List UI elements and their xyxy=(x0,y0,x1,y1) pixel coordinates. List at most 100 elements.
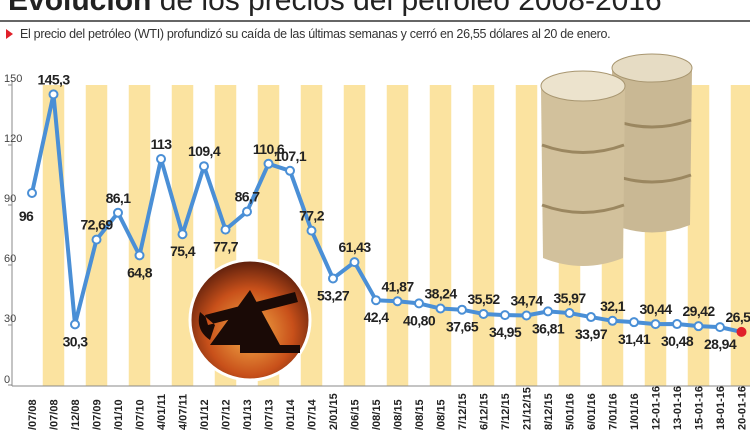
data-point xyxy=(715,322,725,333)
data-point xyxy=(736,326,747,337)
data-point xyxy=(134,250,145,261)
data-point xyxy=(500,310,510,321)
data-label: 35,97 xyxy=(553,290,586,306)
title-bold: Evolución xyxy=(8,0,152,17)
x-tick-label: /07/10 xyxy=(135,399,147,430)
x-tick-label: /12/08 xyxy=(70,399,82,430)
data-label: 40,80 xyxy=(403,312,436,328)
data-point xyxy=(113,207,123,218)
title-rest: de los precios del petróleo 2008-2016 xyxy=(151,0,662,17)
series-line xyxy=(30,92,742,334)
x-tick-label: /01/10 xyxy=(113,399,125,430)
data-label: 64,8 xyxy=(127,264,153,280)
pump-jack-illustration xyxy=(188,258,312,382)
data-points xyxy=(27,89,747,337)
column-stripe xyxy=(472,85,495,386)
y-tick-label: 90 xyxy=(4,193,16,205)
data-point xyxy=(693,321,704,332)
x-tick-label: /07/12 xyxy=(221,399,233,430)
y-tick-label: 0 xyxy=(4,374,10,386)
chart-subtitle: El precio del petróleo (WTI) profundizó … xyxy=(20,27,611,41)
column-stripe xyxy=(343,85,366,386)
data-label: 30,48 xyxy=(661,333,694,349)
x-tick-label: /08/15 xyxy=(436,399,448,430)
data-label: 110,6 xyxy=(253,141,285,157)
data-label: 30,44 xyxy=(639,301,672,317)
data-label: 26,55 xyxy=(725,309,750,325)
x-tick-label: /07/13 xyxy=(264,399,276,430)
x-tick-label: 13-01-16 xyxy=(672,386,684,430)
data-point xyxy=(586,312,596,323)
x-tick-label: 15-01-16 xyxy=(694,386,706,430)
y-ticks: 0 30 60 90 120 150 xyxy=(4,73,22,386)
data-label: 86,7 xyxy=(235,189,261,205)
x-tick-label: /01/14 xyxy=(285,399,297,430)
data-label: 35,52 xyxy=(467,291,500,307)
data-label: 29,42 xyxy=(682,303,715,319)
data-label: 77,7 xyxy=(213,239,239,255)
data-point xyxy=(672,319,682,330)
x-tick-label: 7/12/15 xyxy=(457,393,469,430)
x-tick-label: /07/14 xyxy=(307,399,319,430)
x-tick-label: /07/08 xyxy=(49,399,61,430)
x-tick-label: 12-01-16 xyxy=(651,386,663,430)
data-label: 34,74 xyxy=(510,293,543,309)
data-label: 145,3 xyxy=(37,71,70,87)
data-label: 77,2 xyxy=(299,208,325,224)
data-point xyxy=(392,296,403,307)
x-tick-label: 8/12/15 xyxy=(543,393,555,430)
data-point xyxy=(478,308,489,319)
x-tick-label: 4/07/11 xyxy=(178,394,190,430)
column-stripe xyxy=(515,85,538,386)
y-tick-label: 120 xyxy=(4,133,22,145)
data-label: 32,1 xyxy=(600,298,626,314)
data-point xyxy=(414,298,424,309)
data-label: 61,43 xyxy=(338,239,371,255)
data-point xyxy=(521,310,532,321)
data-point xyxy=(650,319,661,330)
data-point xyxy=(564,308,575,319)
data-point xyxy=(457,304,467,315)
x-tick-label: 6/12/15 xyxy=(479,393,491,430)
x-ticks: /07/08/07/08/12/08/07/09/01/10/07/10 4/01… xyxy=(27,386,749,430)
data-label: 34,95 xyxy=(489,324,522,340)
data-label: 28,94 xyxy=(704,336,737,352)
x-tick-label: /06/15 xyxy=(350,399,362,430)
data-label: 113 xyxy=(151,136,173,152)
data-point xyxy=(328,273,338,284)
x-tick-label: 1/01/16 xyxy=(629,393,641,430)
data-label: 38,24 xyxy=(424,286,457,302)
x-tick-label: /01/12 xyxy=(199,399,211,430)
x-tick-label: 2/01/15 xyxy=(328,393,340,430)
data-label: 75,4 xyxy=(170,243,196,259)
x-tick-label: 7/01/16 xyxy=(608,393,620,430)
data-point xyxy=(220,224,231,235)
bullet-icon xyxy=(6,29,13,39)
oil-barrels-illustration xyxy=(540,53,693,266)
data-label: 107,1 xyxy=(274,148,307,164)
chart-title: Evolución de los precios del petróleo 20… xyxy=(8,0,662,18)
data-label: 53,27 xyxy=(317,287,350,303)
data-point xyxy=(629,317,639,328)
x-tick-label: /08/15 xyxy=(414,399,426,430)
data-point xyxy=(285,165,295,176)
data-point xyxy=(70,319,80,330)
data-point xyxy=(199,161,209,172)
data-point xyxy=(543,306,553,317)
data-point xyxy=(435,303,446,314)
x-tick-label: /07/09 xyxy=(92,399,104,430)
data-point xyxy=(263,158,274,169)
data-labels: 96 145,3 30,3 72,69 86,1 64,8 113 75,4 109,4 77,7… xyxy=(19,71,750,352)
data-point xyxy=(349,257,360,268)
x-tick-label: 5/01/16 xyxy=(565,393,577,430)
title-rule xyxy=(0,20,750,22)
x-tick-label: 18-01-16 xyxy=(715,386,727,430)
data-label: 33,97 xyxy=(575,326,608,342)
y-tick-label: 60 xyxy=(4,253,16,265)
data-label: 72,69 xyxy=(80,217,113,233)
data-point xyxy=(48,89,59,100)
x-tick-label: /08/15 xyxy=(393,399,405,430)
data-label: 31,41 xyxy=(618,331,651,347)
data-point xyxy=(242,206,252,217)
